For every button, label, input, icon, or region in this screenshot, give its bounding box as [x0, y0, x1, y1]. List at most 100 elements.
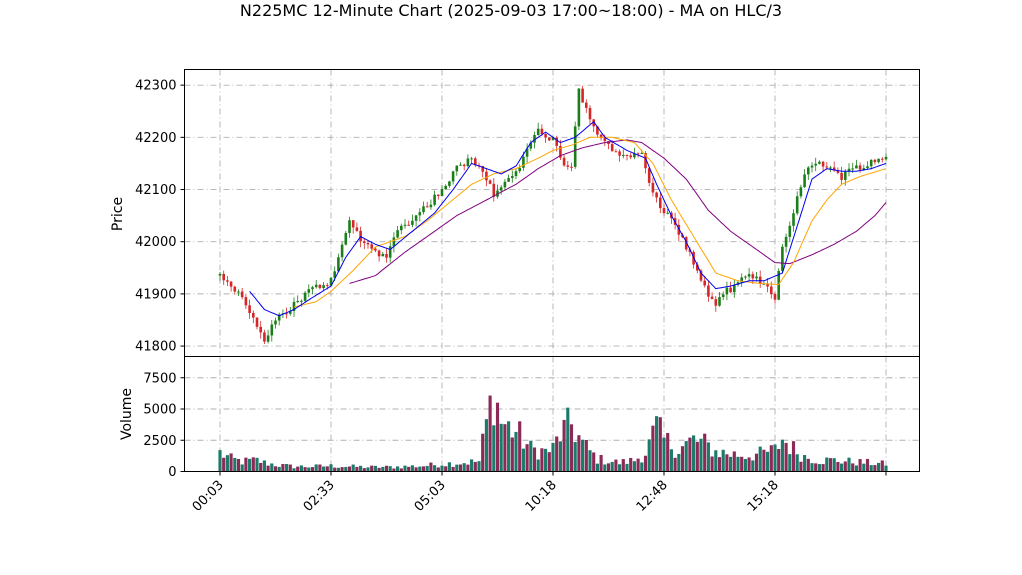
volume-bar — [573, 442, 577, 472]
candle-up — [300, 300, 303, 302]
volume-bar — [721, 449, 725, 472]
candle-up — [388, 246, 392, 258]
volume-bar — [566, 407, 570, 472]
volume-bar — [629, 457, 633, 472]
candle-up — [573, 126, 577, 167]
candle-down — [636, 153, 640, 155]
candle-down — [548, 137, 551, 141]
candle-down — [684, 237, 688, 250]
chart-title: N225MC 12-Minute Chart (2025-09-03 17:00… — [239, 1, 783, 20]
candle-up — [418, 212, 422, 216]
candle-down — [758, 276, 762, 284]
candle-up — [340, 244, 344, 258]
volume-bar — [418, 466, 422, 472]
candle-up — [289, 311, 292, 314]
volume-bar — [251, 457, 255, 472]
candle-up — [411, 220, 414, 225]
volume-bar — [743, 458, 747, 472]
volume-bar — [407, 466, 411, 472]
volume-bar — [858, 459, 862, 472]
volume-bar — [714, 450, 718, 472]
candle-down — [710, 296, 714, 300]
candle-down — [263, 332, 266, 342]
volume-bar — [780, 439, 784, 472]
volume-bar — [470, 459, 474, 472]
price-tick-label: 42000 — [135, 235, 176, 250]
volume-bar — [710, 456, 714, 472]
volume-bar — [244, 457, 248, 472]
candle-up — [337, 257, 340, 272]
candle-up — [403, 224, 407, 226]
volume-bar — [847, 457, 851, 472]
candle-up — [744, 276, 747, 278]
volume-bar — [880, 460, 884, 472]
candle-up — [414, 215, 418, 221]
volume-bar — [828, 458, 833, 472]
volume-bar — [877, 462, 881, 472]
volume-bar — [388, 466, 392, 472]
volume-bar — [758, 446, 762, 472]
candle-up — [429, 204, 433, 208]
volume-bar — [817, 464, 821, 472]
volume-bar — [666, 433, 670, 472]
volume-bar — [751, 460, 755, 472]
volume-bar — [336, 467, 340, 472]
candle-down — [318, 284, 322, 289]
volume-bar — [344, 466, 348, 472]
candle-up — [847, 168, 851, 172]
candle-up — [314, 284, 318, 288]
volume-bar — [347, 466, 352, 472]
volume-bar — [288, 464, 292, 472]
candle-down — [488, 180, 492, 184]
candle-down — [566, 165, 570, 167]
volume-bar — [255, 457, 259, 472]
candle-up — [440, 189, 444, 196]
volume-bar — [259, 462, 263, 472]
candle-down — [562, 157, 566, 166]
x-tick-label: 10:18 — [523, 478, 560, 515]
volume-bar — [662, 437, 666, 472]
volume-bar — [333, 467, 337, 472]
candle-down — [222, 273, 225, 281]
volume-bar — [310, 467, 315, 472]
volume-bar — [262, 460, 266, 472]
candle-down — [570, 166, 573, 168]
volume-bar — [695, 441, 699, 472]
volume-bar — [440, 465, 444, 472]
volume-bar — [673, 457, 677, 472]
volume-tick-label: 5000 — [143, 403, 176, 418]
volume-bar — [784, 442, 788, 472]
volume-bar — [455, 464, 459, 472]
volume-bar — [655, 416, 659, 472]
candle-down — [363, 241, 366, 244]
candle-down — [655, 192, 658, 198]
volume-bar — [588, 450, 592, 472]
volume-bar — [433, 465, 437, 472]
moving-average-lines — [249, 120, 887, 317]
x-axis-ticks: 00:03 02:33 05:03 10:18 12:48 15:18 — [190, 471, 887, 515]
candle-up — [536, 128, 540, 135]
candle-down — [485, 171, 488, 181]
volume-bar — [614, 459, 618, 472]
candle-down — [614, 151, 618, 153]
candle-down — [425, 206, 429, 208]
volume-bar — [229, 453, 233, 472]
volume-bar — [869, 465, 873, 472]
volume-bar — [292, 468, 296, 472]
x-tick-label: 02:33 — [301, 478, 338, 515]
volume-bar — [595, 463, 599, 472]
candle-up — [633, 153, 636, 158]
candle-up — [525, 148, 529, 157]
candle-up — [877, 158, 880, 163]
candle-down — [481, 166, 484, 172]
volume-bar — [791, 441, 796, 472]
candle-down — [873, 159, 877, 163]
candle-up — [329, 277, 333, 286]
volume-bar — [832, 458, 836, 472]
volume-bar — [281, 464, 285, 472]
volume-tick-label: 0 — [168, 465, 176, 480]
candle-up — [862, 168, 866, 170]
price-gridlines — [184, 69, 920, 357]
candle-up — [433, 194, 436, 205]
volume-bar — [747, 457, 751, 472]
